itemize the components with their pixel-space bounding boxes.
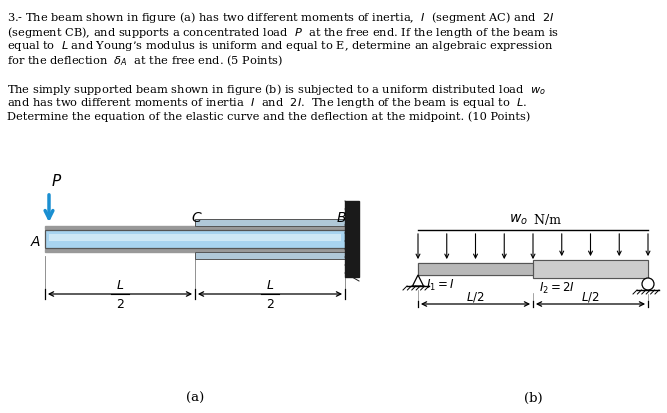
Bar: [418, 263, 533, 275]
Bar: [345, 202, 359, 277]
Text: and has two different moments of inertia  $I$  and  $2I$.  The length of the bea: and has two different moments of inertia…: [7, 96, 527, 110]
Bar: [45, 226, 345, 230]
Bar: [533, 260, 648, 278]
Text: $2$: $2$: [115, 297, 124, 310]
Text: $I_1 = I$: $I_1 = I$: [426, 277, 455, 292]
Text: N/m: N/m: [530, 214, 561, 226]
Text: $w_o$: $w_o$: [509, 212, 528, 226]
Bar: [45, 230, 345, 248]
Bar: [195, 252, 345, 259]
Bar: [533, 260, 648, 278]
Text: $L/2$: $L/2$: [581, 289, 600, 303]
Text: (segment CB), and supports a concentrated load  $P$  at the free end. If the len: (segment CB), and supports a concentrate…: [7, 24, 559, 39]
Bar: [195, 219, 345, 226]
Text: 3.- The beam shown in figure (a) has two different moments of inertia,  $I$  (se: 3.- The beam shown in figure (a) has two…: [7, 10, 554, 25]
Bar: [45, 249, 345, 252]
Bar: [45, 230, 345, 248]
Text: $A$: $A$: [30, 235, 41, 248]
Polygon shape: [412, 275, 424, 286]
Text: $B$: $B$: [336, 211, 346, 224]
Bar: [195, 252, 345, 259]
Text: (a): (a): [186, 391, 204, 404]
Text: $L$: $L$: [266, 278, 274, 291]
Text: $P$: $P$: [51, 173, 62, 189]
Bar: [195, 219, 345, 226]
Text: $C$: $C$: [191, 211, 203, 224]
Text: $I_2 = 2I$: $I_2 = 2I$: [539, 280, 575, 295]
Text: for the deflection  $\delta_A$  at the free end. (5 Points): for the deflection $\delta_A$ at the fre…: [7, 53, 283, 68]
Text: The simply supported beam shown in figure (b) is subjected to a uniform distribu: The simply supported beam shown in figur…: [7, 82, 546, 97]
Text: Determine the equation of the elastic curve and the deflection at the midpoint. : Determine the equation of the elastic cu…: [7, 111, 530, 121]
Bar: [49, 235, 341, 242]
Bar: [418, 263, 533, 275]
Text: $2$: $2$: [265, 297, 274, 310]
Text: $L$: $L$: [116, 278, 124, 291]
Text: $L/2$: $L/2$: [466, 289, 485, 303]
Text: equal to  $L$ and Young’s modulus is uniform and equal to E, determine an algebr: equal to $L$ and Young’s modulus is unif…: [7, 39, 553, 53]
Text: (b): (b): [524, 391, 542, 404]
Circle shape: [642, 278, 654, 290]
